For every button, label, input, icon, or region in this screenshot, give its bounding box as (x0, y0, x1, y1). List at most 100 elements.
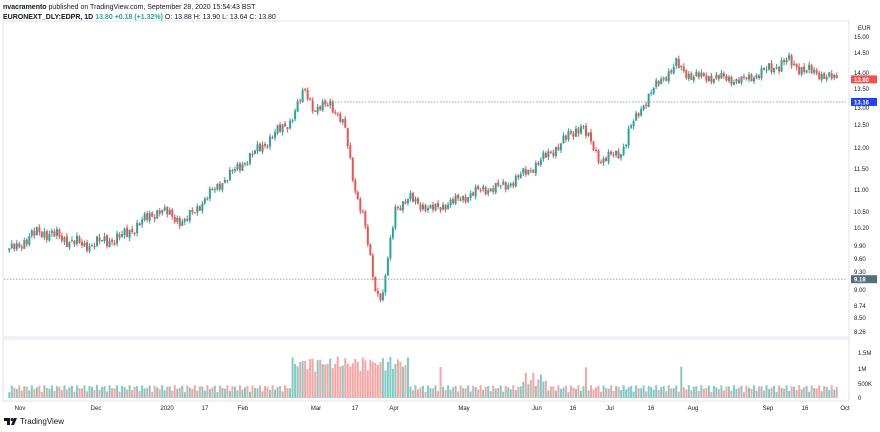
candle-body (702, 73, 705, 76)
volume-bar (281, 391, 284, 398)
candle-body (241, 164, 244, 171)
volume-bar (732, 385, 735, 398)
time-tick-label: Sep (763, 406, 774, 412)
time-tick-label: 16 (570, 406, 577, 412)
candle-body (381, 292, 384, 301)
volume-bar (667, 385, 670, 398)
volume-bar (432, 388, 435, 398)
volume-bar (813, 388, 816, 398)
volume-bar (820, 391, 823, 398)
candle-body (484, 187, 487, 195)
volume-bar (768, 389, 771, 398)
volume-bar (351, 363, 354, 398)
candle-body (502, 181, 505, 185)
volume-bar (58, 386, 61, 398)
candle-body (68, 241, 71, 248)
time-tick-label: 17 (202, 406, 209, 412)
volume-bar (53, 390, 56, 398)
candle-body (695, 71, 698, 77)
volume-bar (635, 385, 638, 398)
candle-body (457, 194, 460, 199)
volume-bar (687, 385, 690, 398)
volume-bar (482, 389, 485, 398)
volume-bar (469, 391, 472, 398)
time-tick-label: 17 (352, 406, 359, 412)
volume-bar (40, 391, 43, 398)
volume-tick-label: 500K (858, 382, 872, 388)
candle-body (233, 169, 236, 171)
candle-body (198, 206, 201, 211)
volume-bar (38, 385, 41, 398)
time-tick-label: Jul (606, 406, 614, 412)
candle-body (53, 231, 56, 237)
candle-body (404, 201, 407, 204)
candle-body (577, 128, 580, 134)
volume-bar (289, 388, 292, 398)
volume-bar (452, 387, 455, 398)
candle-body (424, 205, 427, 211)
candle-body (246, 163, 249, 165)
publisher-line: nvacramento published on TradingView.com… (3, 3, 255, 12)
time-axis: Nov Dec 2020 17 Feb Mar 17 Apr May Jun 16 Jul 16 Aug S… (15, 406, 850, 412)
volume-bar (419, 387, 422, 398)
candle-body (454, 195, 457, 204)
volume-bar (682, 387, 685, 398)
candle-body (75, 235, 78, 244)
volume-bar (213, 385, 216, 398)
volume-bar (572, 387, 575, 398)
volume-bar (161, 385, 164, 398)
volume-bar (489, 391, 492, 398)
candle-body (710, 75, 713, 82)
candle-body (635, 112, 638, 121)
volume-bar (253, 388, 256, 398)
candle-body (289, 120, 292, 129)
candle-body (557, 146, 560, 150)
last-price-label: 13.80 (854, 78, 870, 84)
candle-body (276, 125, 279, 134)
candle-body (183, 218, 186, 222)
published-text: published on TradingView.com, September … (48, 4, 256, 11)
price-tick-label: 14.00 (854, 71, 870, 77)
volume-bar (427, 385, 430, 398)
volume-bar (206, 385, 209, 398)
volume-bar (256, 388, 259, 398)
candle-body (216, 184, 219, 190)
volume-bar (422, 385, 424, 398)
volume-bar (98, 389, 101, 398)
volume-bar (808, 391, 811, 398)
volume-bar (517, 386, 520, 398)
volume-bar (642, 385, 645, 398)
volume-bar (106, 391, 109, 398)
candle-body (98, 237, 101, 242)
volume-bar (735, 388, 738, 398)
candle-body (43, 231, 46, 238)
volume-bar (685, 389, 688, 398)
volume-bar (409, 386, 412, 398)
volume-bar (156, 387, 159, 398)
candle-body (334, 111, 337, 113)
candle-body (785, 59, 788, 63)
candle-body (121, 234, 124, 237)
volume-bar (655, 385, 658, 398)
candle-body (88, 246, 91, 252)
volume-bar (717, 389, 720, 398)
volume-bar (823, 386, 826, 398)
candle-body (798, 66, 801, 75)
candle-body (512, 183, 515, 186)
time-tick-label: Oct (840, 406, 850, 412)
candle-body (717, 75, 720, 80)
candle-body (286, 127, 289, 130)
candle-body (447, 204, 450, 209)
volume-bar (416, 389, 419, 398)
candle-body (211, 188, 214, 191)
candle-body (28, 236, 31, 245)
volume-bar (399, 361, 402, 398)
volume-bar (773, 385, 776, 398)
volume-bar (577, 385, 580, 398)
candle-body (168, 209, 171, 215)
volume-bar (747, 387, 750, 398)
candle-body (238, 163, 241, 171)
candle-body (569, 131, 572, 134)
candle-body (547, 151, 550, 158)
